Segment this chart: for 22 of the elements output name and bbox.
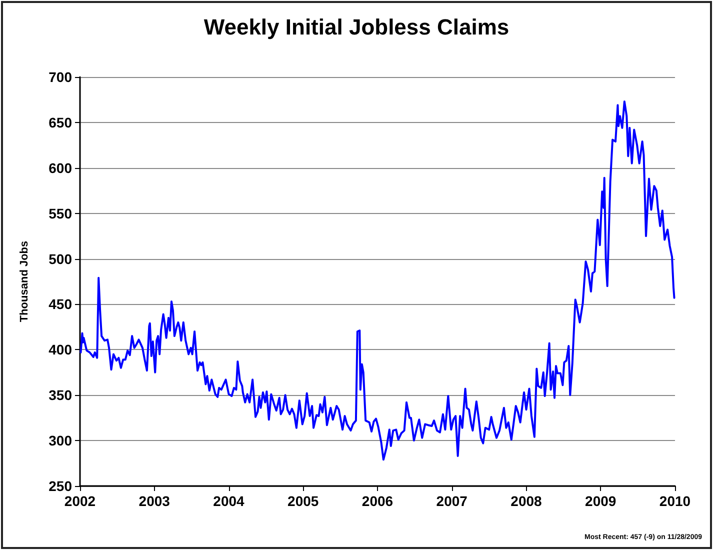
x-tick-label: 2005 [288,493,319,509]
x-tick-label: 2007 [436,493,468,509]
y-tick-label: 550 [48,205,72,222]
x-tick-label: 2003 [138,493,170,509]
y-tick-label: 700 [48,69,72,85]
x-tick-label: 2004 [213,493,245,509]
y-tick-label: 300 [48,432,72,449]
y-tick-label: 350 [48,387,72,404]
y-tick-label: 250 [48,478,72,494]
y-tick-label: 650 [48,114,72,130]
x-tick-label: 2008 [510,493,542,509]
x-tick-label: 2009 [585,493,616,509]
y-tick-label: 600 [48,160,72,176]
chart-title: Weekly Initial Jobless Claims [204,14,510,40]
y-tick-label: 450 [48,296,72,312]
x-tick-label: 2010 [659,493,691,509]
y-axis-title: Thousand Jobs [18,240,30,322]
y-tick-label: 500 [48,250,72,267]
line-series [80,100,676,461]
x-tick-label: 2006 [362,493,394,509]
x-tick-label: 2002 [64,493,96,509]
y-tick-label: 400 [48,342,72,358]
